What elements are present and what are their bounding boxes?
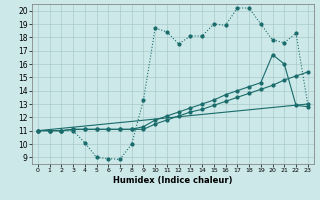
X-axis label: Humidex (Indice chaleur): Humidex (Indice chaleur) <box>113 176 233 185</box>
